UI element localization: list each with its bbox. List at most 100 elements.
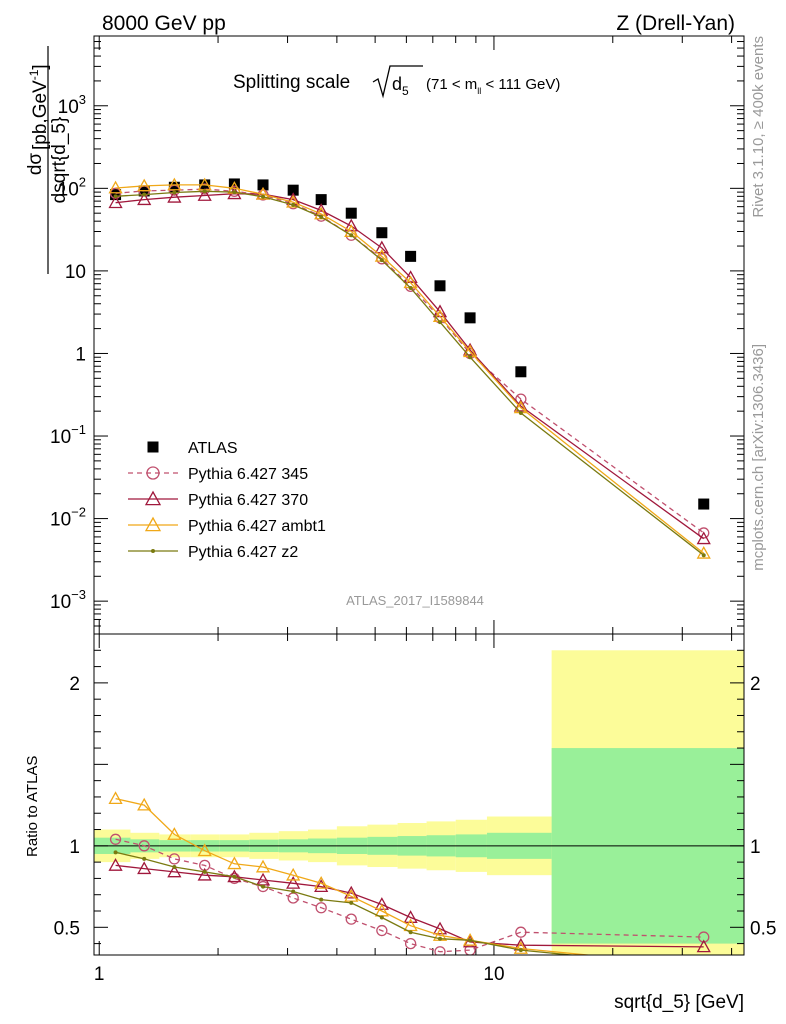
y-tick-exponent: −2 <box>71 505 86 520</box>
series-line <box>115 193 705 540</box>
data-point <box>434 280 446 292</box>
series-point <box>518 948 523 953</box>
series-point <box>515 393 527 405</box>
series-point <box>167 827 182 840</box>
series-point <box>261 194 266 199</box>
series-point <box>403 910 418 923</box>
series-point <box>144 490 162 506</box>
series-point <box>286 194 301 208</box>
legend-entry: Pythia 6.427 z2 <box>128 544 298 561</box>
series-point <box>314 875 329 889</box>
series-point <box>379 258 384 263</box>
series-point <box>108 858 123 871</box>
series-point <box>144 516 162 532</box>
series-point <box>468 355 473 360</box>
series-0 <box>110 178 710 510</box>
series-point <box>113 850 118 855</box>
data-point <box>405 250 417 262</box>
ratio-series-1 <box>108 858 711 953</box>
ylabel-numerator: dσ <box>25 153 46 176</box>
legend-label: Pythia 6.427 345 <box>188 466 308 483</box>
ratio-y-axis-label: Ratio to ATLAS <box>24 756 41 857</box>
y-tick-label: 10−3 <box>50 587 86 613</box>
series-point <box>261 884 266 889</box>
series-point <box>513 398 528 412</box>
data-point <box>147 441 159 453</box>
series-point <box>138 840 150 852</box>
svg-text:(71 < mll < 111 GeV): (71 < mll < 111 GeV) <box>426 76 560 96</box>
series-point <box>319 897 324 902</box>
series-point <box>197 867 212 881</box>
ylabel-unit-main: [pb,GeV <box>30 80 51 150</box>
ratio-panel: 0.5 0.5 1 1 2 2 1 10 Ratio to ATLAS sqrt{d_5} … <box>24 633 777 1013</box>
series-point <box>113 194 118 199</box>
data-point <box>228 178 240 190</box>
ratio-y-tick-label: 2 <box>69 674 80 695</box>
legend-entry: ATLAS <box>147 440 238 457</box>
ratio-y-tick-labels: 0.5 0.5 1 1 2 2 <box>54 674 777 939</box>
y-tick-exponent: 2 <box>79 174 86 189</box>
ylabel-denominator: dsqrt{d_5} <box>49 117 70 204</box>
data-point <box>464 312 476 324</box>
series-point <box>137 797 152 811</box>
series-point <box>291 889 296 894</box>
main-panel: ATLAS_2017_I1589844 10−310−210−111010210… <box>25 35 745 635</box>
series-point <box>291 202 296 207</box>
series-point <box>137 861 152 875</box>
y-tick-label: 102 <box>58 174 86 200</box>
series-point <box>151 549 155 553</box>
ylabel-unit-end: ] <box>30 64 51 69</box>
series-point <box>376 924 388 937</box>
series-point <box>404 937 417 950</box>
main-marks <box>108 177 711 559</box>
ratio-line <box>115 838 704 953</box>
series-point <box>696 531 711 545</box>
series-point <box>227 856 242 870</box>
series-point <box>438 936 443 941</box>
sqrt-sign <box>372 65 423 99</box>
y-tick-label: 103 <box>58 92 86 118</box>
series-point <box>344 885 359 899</box>
main-ticks <box>94 35 744 635</box>
series-point <box>232 190 237 195</box>
title-range-end: < 111 GeV) <box>481 76 560 93</box>
title-main: Splitting scale <box>233 72 350 93</box>
series-point <box>349 900 354 905</box>
series-point <box>108 195 123 209</box>
y-tick-base: 10 <box>50 592 71 613</box>
data-point <box>376 227 388 239</box>
series-point <box>698 960 710 971</box>
series-point <box>374 897 389 910</box>
series-point <box>108 791 123 805</box>
series-point <box>255 186 271 200</box>
ratio-line <box>115 864 704 948</box>
series-point <box>515 926 527 938</box>
ratio-y-tick-label-right: 0.5 <box>750 918 776 939</box>
series-point <box>146 466 160 480</box>
series-point <box>167 864 182 878</box>
data-point <box>168 181 180 193</box>
ratio-y-tick-label-right: 2 <box>750 674 761 695</box>
ratio-y-tick-label: 0.5 <box>54 918 80 939</box>
series-point <box>287 892 299 904</box>
series-point <box>513 941 528 954</box>
legend-label: Pythia 6.427 z2 <box>188 544 298 561</box>
series-point <box>518 411 523 416</box>
legend-entry: Pythia 6.427 345 <box>128 466 308 483</box>
series-point <box>286 875 301 889</box>
series-point <box>374 240 389 254</box>
data-point <box>257 179 269 191</box>
y-tick-label: 10−1 <box>50 422 86 448</box>
series-point <box>434 946 446 955</box>
series-point <box>197 188 212 201</box>
series-point <box>462 342 478 356</box>
series-point <box>438 320 443 325</box>
series-point <box>432 921 448 935</box>
ratio-series-0 <box>109 833 710 955</box>
title-sub: 5 <box>402 84 409 98</box>
y-tick-exponent: 3 <box>79 92 86 107</box>
legend-label: Pythia 6.427 ambt1 <box>188 518 326 535</box>
x-tick-label: 1 <box>94 964 105 985</box>
title-range-sub: ll <box>477 86 481 96</box>
